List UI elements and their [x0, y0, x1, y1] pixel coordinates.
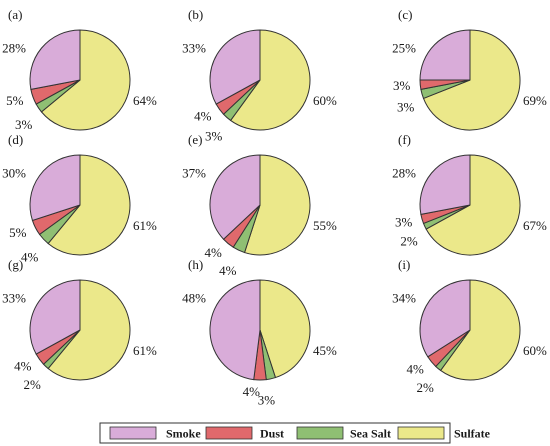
pie-d-slice-smoke: [29, 154, 81, 222]
pie-panel-a: (a) 64% 3% 5% 28%: [2, 7, 157, 132]
pie-b-value-label-sulfate: 60%: [313, 93, 337, 108]
pie-h-value-label-sulfate: 45%: [313, 343, 337, 358]
pie-a-slice-smoke: [29, 29, 81, 90]
pie-h-value-label-smoke: 48%: [182, 291, 206, 306]
panel-label-i: (i): [398, 257, 410, 272]
pie-h-slice-smoke: [209, 279, 261, 381]
pie-f-value-label-dust: 3%: [395, 214, 413, 229]
pie-d-value-label-sea-salt: 4%: [21, 249, 39, 264]
pie-c-value-label-sea-salt: 3%: [397, 99, 415, 114]
pie-h-slice-sulfate: [259, 279, 311, 379]
pie-c-value-label-sulfate: 69%: [523, 93, 547, 108]
pie-panel-h: (h)45%3%4%48%: [182, 257, 337, 408]
pie-i-slice-sulfate: [439, 279, 521, 381]
pie-a-value-label-sulfate: 64%: [133, 93, 157, 108]
pie-b-value-label-dust: 4%: [194, 108, 212, 123]
panel-label-e: (e): [188, 132, 202, 147]
pie-e-slice-sulfate: [243, 154, 311, 256]
pie-panel-e: (e) 55% 4% 4% 37%: [182, 132, 337, 278]
legend-label-sea-salt: Sea Salt: [350, 427, 391, 441]
pie-i-value-label-sea-salt: 2%: [416, 380, 434, 395]
pie-i-value-label-smoke: 34%: [392, 291, 416, 306]
pie-e-value-label-smoke: 37%: [182, 166, 206, 181]
pie-g-value-label-smoke: 33%: [2, 291, 26, 306]
pie-c-slice-sulfate: [422, 29, 521, 131]
panel-label-a: (a): [8, 7, 22, 22]
pie-panels: (a)64%3%5%28%(b)60%3%4%33%(c)69%3%3%25%(…: [2, 7, 547, 408]
pie-g-slice-smoke: [29, 279, 81, 355]
pie-g-value-label-dust: 4%: [14, 358, 32, 373]
pie-c-value-label-dust: 3%: [393, 78, 411, 93]
pie-panel-d: (d) 61% 4% 5% 30%: [2, 132, 157, 264]
pie-i-value-label-sulfate: 60%: [523, 343, 547, 358]
pie-g-slice-sulfate: [47, 279, 131, 381]
pie-g-value-label-sea-salt: 2%: [24, 377, 42, 392]
pie-i-value-label-dust: 4%: [406, 362, 424, 377]
panel-label-h: (h): [188, 257, 203, 272]
legend-label-dust: Dust: [260, 427, 284, 441]
panel-label-b: (b): [188, 7, 203, 22]
pie-c-slice-smoke: [419, 29, 471, 81]
pie-g-value-label-sulfate: 61%: [133, 343, 157, 358]
legend-swatch-sea-salt: [296, 426, 344, 440]
pie-h-value-label-dust: 4%: [243, 384, 261, 399]
pie-i-slice-smoke: [419, 279, 471, 358]
legend-frame: [99, 422, 451, 444]
panel-label-f: (f): [398, 132, 411, 147]
panel-label-g: (g): [8, 257, 23, 272]
pie-c-value-label-smoke: 25%: [392, 41, 416, 56]
pie-f-value-label-sulfate: 67%: [523, 218, 547, 233]
pie-panel-c: (c) 69% 3% 3% 25%: [392, 7, 547, 131]
legend-label-smoke: Smoke: [166, 427, 201, 441]
pie-f-value-label-smoke: 28%: [392, 166, 416, 181]
pie-f-value-label-sea-salt: 2%: [400, 233, 418, 248]
pie-h-value-label-sea-salt: 3%: [258, 393, 276, 408]
pie-panel-i: (i) 60% 2% 4% 34%: [392, 257, 547, 395]
legend-swatch-dust: [205, 426, 253, 440]
pie-f-slice-smoke: [419, 154, 471, 215]
legend-label-sulfate: Sulfate: [454, 427, 491, 441]
pie-b-value-label-smoke: 33%: [182, 41, 206, 56]
pie-b-slice-smoke: [209, 29, 261, 105]
pie-a-slice-sulfate: [40, 29, 131, 131]
pie-f-slice-sulfate: [425, 154, 521, 256]
legend-swatch-sulfate: [397, 426, 445, 440]
pie-a-value-label-dust: 5%: [6, 93, 24, 108]
legend: Smoke Dust Sea Salt Sulfate: [99, 422, 491, 444]
pie-panel-b: (b) 60% 3% 4% 33%: [182, 7, 337, 144]
pie-e-value-label-dust: 4%: [204, 245, 222, 260]
pie-d-value-label-dust: 5%: [9, 225, 27, 240]
legend-swatch-smoke: [109, 426, 157, 440]
pie-d-value-label-sulfate: 61%: [133, 218, 157, 233]
pie-b-value-label-sea-salt: 3%: [205, 129, 223, 144]
pie-e-value-label-sea-salt: 4%: [219, 263, 237, 278]
pie-e-value-label-sulfate: 55%: [313, 218, 337, 233]
panel-label-c: (c): [398, 7, 412, 22]
pie-d-slice-sulfate: [47, 154, 131, 256]
pie-a-value-label-sea-salt: 3%: [15, 117, 33, 132]
pie-panel-f: (f) 67% 2% 3% 28%: [392, 132, 547, 256]
pie-a-value-label-smoke: 28%: [2, 41, 26, 56]
panel-label-d: (d): [8, 132, 23, 147]
pie-b-slice-sulfate: [229, 29, 311, 131]
pie-panel-g: (g) 61% 2% 4% 33%: [2, 257, 157, 392]
pie-d-value-label-smoke: 30%: [2, 166, 26, 181]
pie-e-slice-smoke: [209, 154, 261, 240]
